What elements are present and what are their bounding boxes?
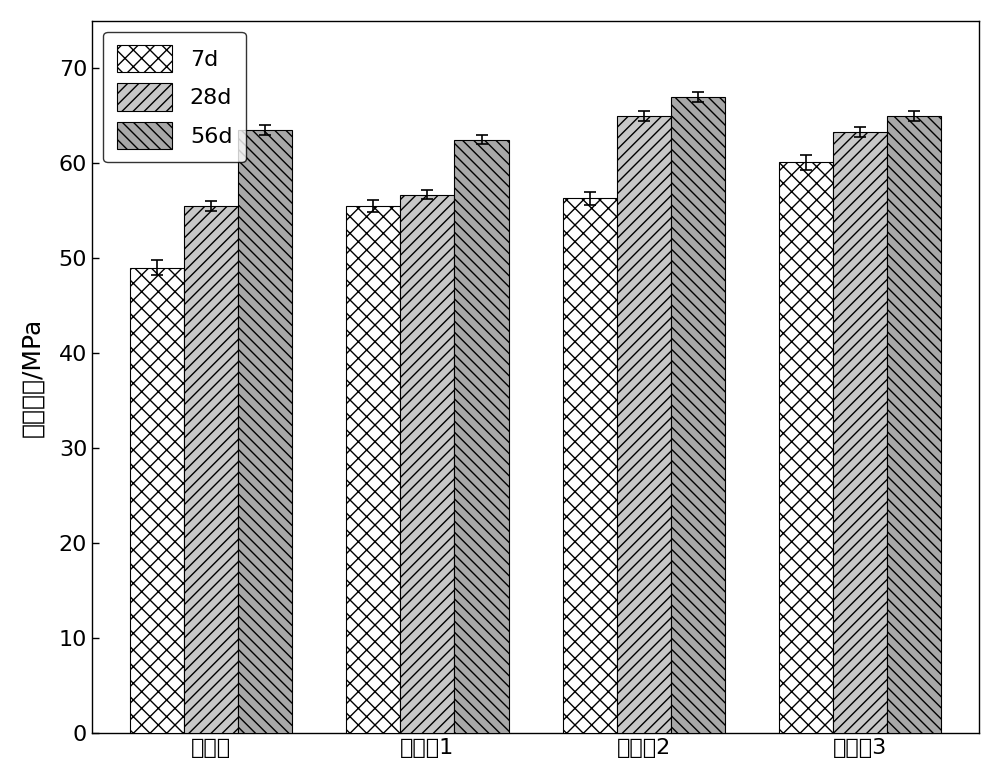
Bar	[184, 206, 238, 733]
Bar	[130, 268, 184, 733]
Bar	[833, 132, 887, 733]
Bar	[671, 97, 725, 733]
Bar	[400, 195, 454, 733]
Y-axis label: 抗压强度/MPa: 抗压强度/MPa	[21, 318, 45, 437]
Bar	[887, 116, 941, 733]
Bar	[779, 162, 833, 733]
Bar	[346, 206, 400, 733]
Bar	[563, 199, 617, 733]
Legend: 7d, 28d, 56d: 7d, 28d, 56d	[103, 32, 246, 162]
Bar	[617, 116, 671, 733]
Bar	[238, 130, 292, 733]
Bar	[454, 139, 509, 733]
